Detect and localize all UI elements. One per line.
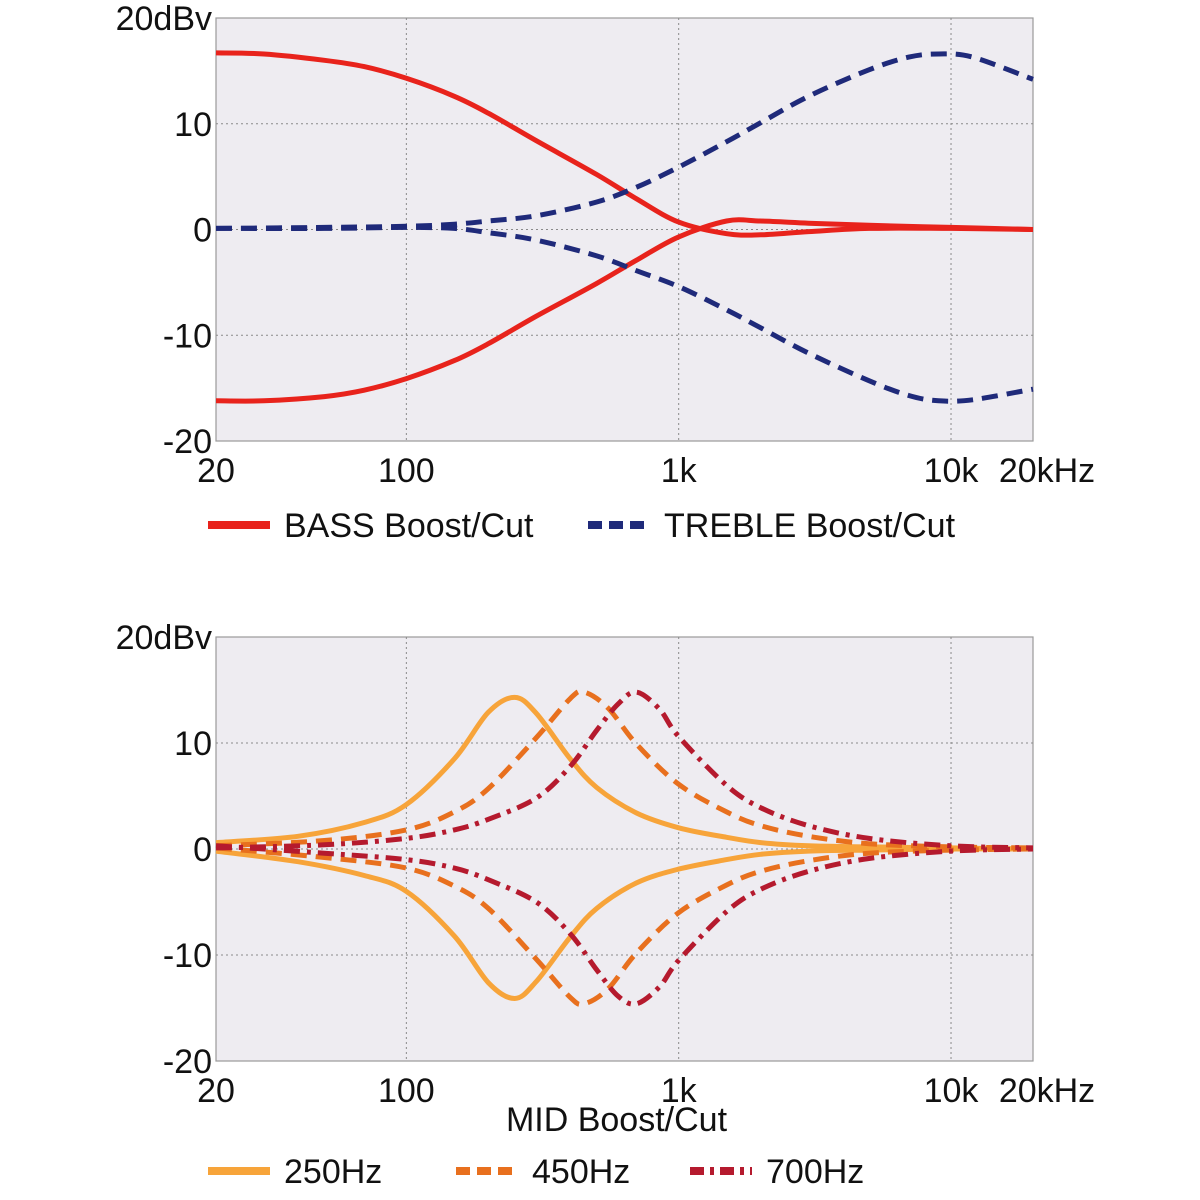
legend-label: 250Hz (284, 1153, 382, 1191)
y-tick-label-0: 20dBv (116, 0, 212, 38)
x-tick-label-0: 20 (197, 1072, 235, 1110)
y-tick-label-0: 20dBv (116, 619, 212, 657)
legend-label: 700Hz (766, 1153, 864, 1191)
series-line-bass-boost-cut-0 (215, 50, 1034, 238)
legend-item-bass-boost-cut: BASS Boost/Cut (208, 507, 534, 545)
x-tick-label-1: 100 (378, 1072, 435, 1110)
series-line-treble-boost-cut-3 (215, 224, 1034, 404)
x-tick-label-4: 20kHz (999, 452, 1095, 490)
series-line-250hz-1 (215, 846, 1034, 1002)
y-tick-label-2: 0 (193, 212, 212, 250)
y-tick-label-3: -10 (163, 937, 212, 975)
x-tick-label-0: 20 (197, 452, 235, 490)
y-tick-label-4: -20 (163, 423, 212, 461)
series-line-bass-boost-cut-1 (215, 217, 1034, 404)
legend-item-700hz: 700Hz (690, 1153, 864, 1191)
x-tick-label-2: 1k (661, 1072, 698, 1110)
x-tick-label-2: 1k (661, 452, 698, 490)
x-tick-label-3: 10k (924, 452, 980, 490)
x-tick-label-3: 10k (924, 1072, 980, 1110)
y-tick-label-4: -20 (163, 1043, 212, 1081)
chart-caption: MID Boost/Cut (506, 1101, 728, 1139)
series-line-700hz-5 (215, 843, 1034, 1007)
legend-item-250hz: 250Hz (208, 1153, 382, 1191)
legend-label: BASS Boost/Cut (284, 507, 534, 545)
series-line-450hz-3 (215, 845, 1034, 1007)
series-line-700hz-4 (215, 689, 1034, 851)
y-tick-label-1: 10 (174, 725, 212, 763)
legend-item-treble-boost-cut: TREBLE Boost/Cut (588, 507, 956, 545)
y-tick-label-1: 10 (174, 106, 212, 144)
y-tick-label-2: 0 (193, 831, 212, 869)
y-tick-label-3: -10 (163, 317, 212, 355)
series-line-250hz-0 (215, 694, 1034, 852)
legend-label: TREBLE Boost/Cut (664, 507, 956, 545)
legend-item-450hz: 450Hz (456, 1153, 630, 1191)
legend-label: 450Hz (532, 1153, 630, 1191)
series-line-450hz-2 (215, 688, 1034, 851)
x-tick-label-4: 20kHz (999, 1072, 1095, 1110)
x-tick-label-1: 100 (378, 452, 435, 490)
